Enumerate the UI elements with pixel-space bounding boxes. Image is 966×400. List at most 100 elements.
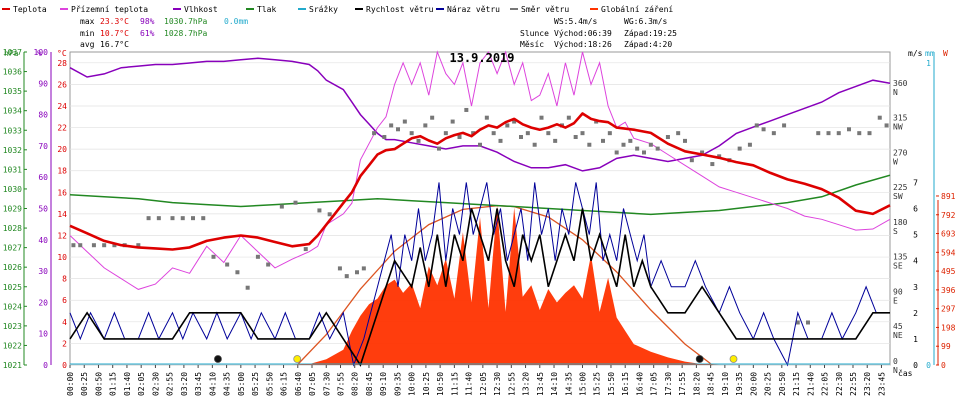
tick-hpa: 1025 [3, 283, 22, 292]
tick-celsius: 14 [57, 210, 67, 219]
point-wind-direction [642, 150, 646, 155]
point-wind-direction [498, 138, 503, 143]
point-wind-direction [266, 262, 271, 267]
tick-celsius: 24 [57, 102, 67, 111]
point-wind-direction [806, 320, 810, 325]
point-wind-direction [771, 131, 776, 136]
tick-celsius: 4 [62, 318, 67, 327]
tick-hpa: 1028 [3, 224, 22, 233]
point-wind-direction [607, 131, 612, 136]
point-wind-direction [396, 127, 400, 132]
tick-x: 09:35 [393, 372, 402, 396]
point-wind-direction [648, 142, 653, 147]
point-wind-direction [71, 243, 76, 248]
tick-x: 14:10 [550, 372, 559, 396]
point-wind-direction [484, 115, 489, 120]
info-block: WS:5.4m/s WG:6.3m/s Slunce Východ:06:39 … [520, 17, 677, 49]
tick-hpa: 1033 [3, 126, 22, 135]
point-wind-direction [628, 138, 633, 143]
legend-item: Náraz větru [447, 5, 500, 14]
point-wind-direction [201, 216, 206, 221]
stats-max-temp: 23.3°C [100, 17, 129, 26]
tick-celsius: 8 [62, 275, 67, 284]
axis-unit-mm: mm [925, 49, 935, 58]
point-wind-direction [782, 123, 787, 128]
tick-mm: 0 [926, 361, 931, 370]
point-wind-direction [754, 123, 759, 128]
point-wind-direction [327, 212, 332, 217]
marker-sun-rise [293, 355, 302, 363]
tick-x: 23:20 [863, 372, 872, 396]
tick-x: 16:15 [621, 372, 630, 396]
tick-x: 17:30 [664, 372, 673, 396]
point-wind-direction [683, 138, 687, 143]
series-humidity [69, 57, 891, 172]
tick-direction-label: W [893, 157, 898, 166]
point-wind-direction [255, 254, 260, 259]
marker-moon-rise [695, 355, 704, 363]
point-wind-direction [761, 127, 766, 132]
tick-percent: 30 [38, 267, 48, 276]
point-wind-direction [211, 254, 216, 259]
point-wind-direction [665, 135, 670, 140]
stats-min-label: min [80, 29, 95, 38]
series-ground-temperature [69, 50, 891, 290]
tick-hpa: 1021 [3, 361, 22, 370]
tick-x: 08:20 [351, 372, 360, 396]
point-wind-direction [635, 146, 640, 151]
tick-hpa: 1035 [3, 87, 22, 96]
tick-celsius: 10 [57, 253, 67, 262]
stats-max-label: max [80, 17, 95, 26]
tick-x: 03:45 [194, 372, 203, 396]
tick-x: 15:25 [593, 372, 602, 396]
tick-wm2: 891 [941, 192, 956, 201]
tick-direction: 225 [893, 183, 908, 192]
info-sun-label: Slunce [520, 29, 549, 38]
tick-x: 22:55 [849, 372, 858, 396]
marker-moon-set [214, 355, 222, 363]
tick-x: 21:15 [792, 372, 801, 396]
point-wind-direction [491, 131, 496, 136]
info-sun-set: Západ:19:25 [624, 29, 677, 38]
tick-x: 10:25 [422, 372, 431, 396]
tick-hpa: 1036 [3, 68, 22, 77]
tick-x: 14:35 [564, 372, 573, 396]
tick-percent: 70 [38, 142, 48, 151]
info-moon-set: Západ:4:20 [624, 40, 672, 49]
tick-hpa: 1022 [3, 341, 22, 350]
tick-percent: 10 [38, 330, 48, 339]
point-wind-direction [826, 131, 831, 136]
tick-hpa: 1024 [3, 302, 22, 311]
tick-ms: 6 [913, 205, 918, 214]
tick-wm2: 594 [941, 248, 956, 257]
tick-wm2: 297 [941, 305, 956, 314]
point-wind-direction [689, 158, 694, 163]
point-wind-direction [710, 162, 715, 167]
tick-x: 03:20 [180, 372, 189, 396]
point-wind-direction [471, 131, 476, 136]
tick-x: 17:05 [650, 372, 659, 396]
tick-direction: 270 [893, 148, 908, 157]
tick-celsius: 6 [62, 296, 67, 305]
tick-ms: 4 [913, 257, 918, 266]
stats-max-press: 1030.7hPa [164, 17, 208, 26]
point-wind-direction [717, 154, 722, 159]
point-wind-direction [344, 274, 349, 279]
tick-x: 13:45 [536, 372, 545, 396]
tick-hpa: 1037 [3, 48, 22, 57]
point-wind-direction [372, 131, 377, 136]
point-wind-direction [519, 135, 523, 140]
stats-block: max 23.3°C 98% 1030.7hPa 0.0mm min 10.7°… [80, 17, 248, 49]
point-wind-direction [655, 146, 660, 151]
legend-item: Teplota [13, 5, 47, 14]
tick-wm2: 0 [941, 361, 946, 370]
tick-x: 00:25 [80, 372, 89, 396]
tick-x: 01:40 [123, 372, 132, 396]
tick-ms: 7 [913, 178, 918, 187]
tick-percent: 100 [34, 48, 49, 57]
point-wind-direction [430, 115, 435, 120]
tick-wm2: 396 [941, 286, 956, 295]
point-wind-direction [566, 115, 571, 120]
point-wind-direction [78, 243, 83, 248]
